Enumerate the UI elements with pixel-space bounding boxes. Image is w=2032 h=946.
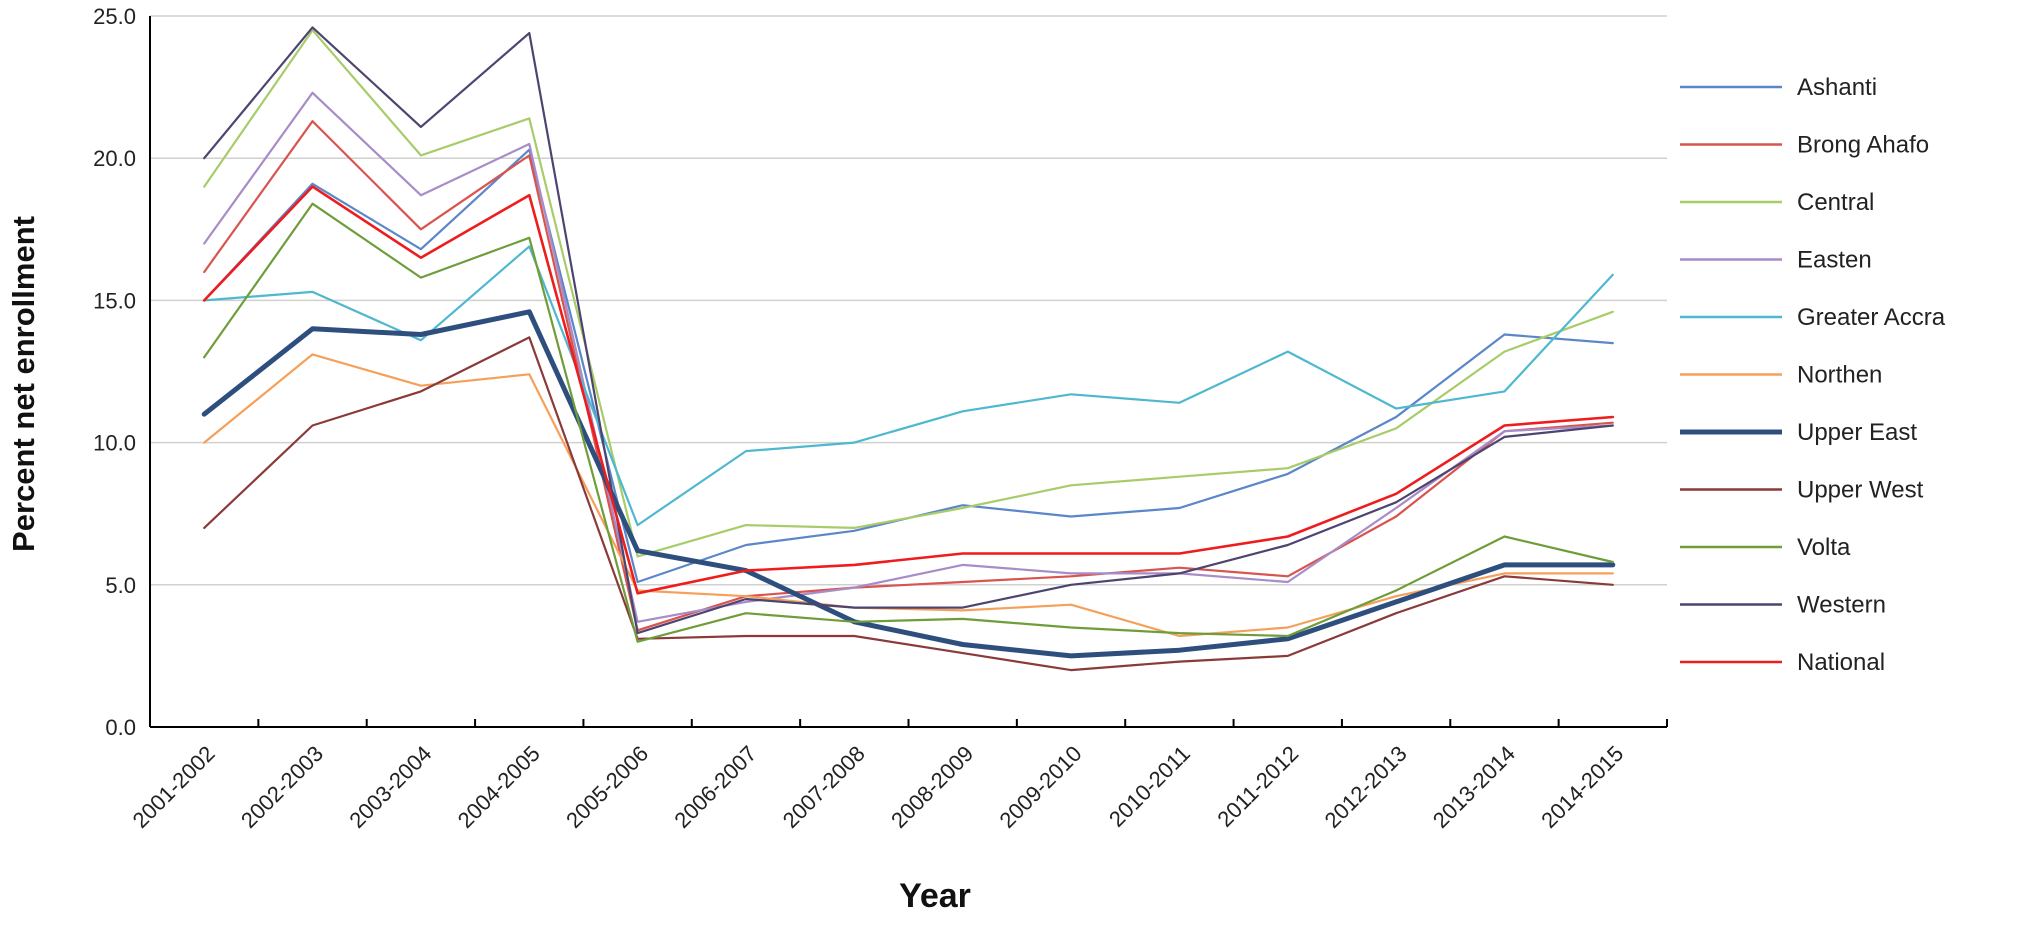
legend-label: Brong Ahafo: [1797, 132, 1929, 159]
x-tick-label: 2010-2011: [1104, 741, 1195, 832]
x-tick-label: 2012-2013: [1320, 741, 1412, 833]
legend-label: Western: [1797, 592, 1886, 619]
y-tick-label: 10.0: [93, 431, 136, 456]
x-tick-label: 2002-2003: [236, 741, 328, 833]
x-tick-label: 2009-2010: [994, 741, 1086, 833]
x-axis-title: Year: [899, 877, 971, 915]
y-tick-label: 0.0: [105, 715, 136, 740]
x-tick-label: 2006-2007: [669, 741, 761, 833]
x-tick-label: 2001-2002: [128, 741, 220, 833]
y-axis-title: Percent net enrollment: [6, 216, 41, 552]
y-tick-label: 25.0: [93, 4, 136, 29]
x-tick-label: 2005-2006: [561, 741, 653, 833]
x-tick-label: 2003-2004: [344, 741, 436, 833]
legend-label: Easten: [1797, 247, 1872, 274]
x-tick-label: 2013-2014: [1428, 741, 1520, 833]
legend-label: Northen: [1797, 362, 1882, 389]
x-tick-label: 2004-2005: [453, 741, 545, 833]
legend-label: Central: [1797, 189, 1874, 216]
y-tick-labels: 0.0 5.0 10.0 15.0 20.0 25.0: [93, 4, 136, 740]
legend-label: Upper East: [1797, 419, 1917, 446]
axes: [149, 16, 1668, 728]
x-tick-label: 2008-2009: [886, 741, 978, 833]
series-line: [201, 309, 1616, 659]
legend: Ashanti Brong Ahafo Central Easten Greater A…: [1680, 74, 1946, 676]
y-tick-label: 20.0: [93, 146, 136, 171]
x-tick-label: 2011-2012: [1212, 741, 1303, 832]
legend-label: Upper West: [1797, 477, 1924, 504]
series-line: [203, 202, 1614, 643]
series-line: [203, 245, 1614, 527]
series-line: [203, 29, 1614, 558]
series-line: [203, 120, 1614, 632]
x-tick-label: 2007-2008: [778, 741, 870, 833]
legend-label: Greater Accra: [1797, 304, 1946, 331]
gridlines: [150, 15, 1667, 586]
series-line: [203, 91, 1614, 623]
x-tick-label: 2014-2015: [1536, 741, 1628, 833]
series-line: [203, 26, 1614, 635]
legend-label: National: [1797, 649, 1885, 676]
series-lines: [201, 26, 1616, 672]
x-tick-labels: 2001-2002 2002-2003 2003-2004 2004-2005 2005…: [128, 741, 1629, 833]
legend-label: Ashanti: [1797, 74, 1877, 101]
series-line: [203, 336, 1614, 672]
series-line: [202, 185, 1615, 595]
y-tick-label: 5.0: [105, 573, 136, 598]
series-line: [203, 353, 1614, 638]
legend-label: Volta: [1797, 534, 1851, 561]
y-tick-label: 15.0: [93, 288, 136, 313]
